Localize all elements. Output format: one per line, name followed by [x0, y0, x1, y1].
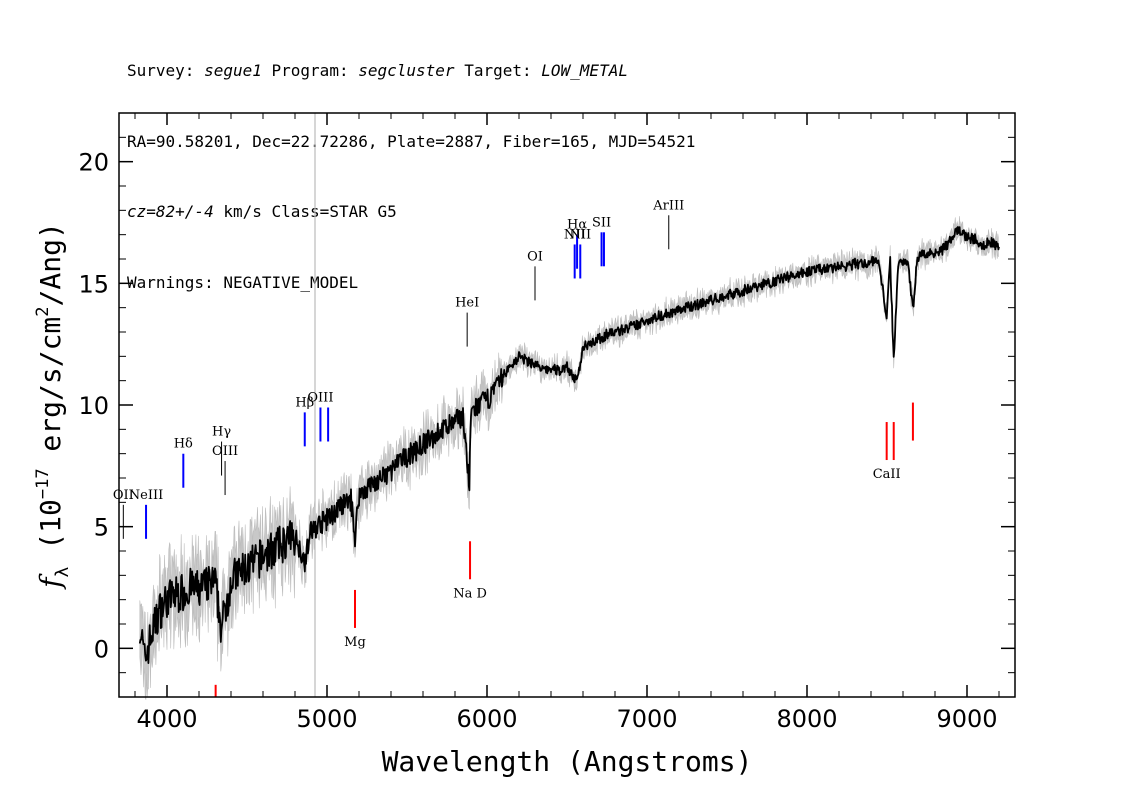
program-value: segcluster: [358, 61, 455, 80]
line-marker-label-3: Hγ: [212, 425, 231, 440]
survey-value: segue1: [204, 61, 262, 80]
line-marker-label-17: Mg: [344, 635, 366, 650]
axis-ticks: 4000 5000 6000 7000 8000 9000 0 5 10 15 20: [78, 112, 1015, 733]
spectral-line-markers: OIINeIIIHδHγOIIIHβOIIIHeIOINIIHαNIISIIAr…: [113, 198, 914, 697]
series-layer: [138, 226, 1000, 664]
line-marker-label-8: HeI: [455, 296, 479, 311]
error-band-0: [139, 216, 999, 700]
spectrum-header: Survey: segue1 Program: segcluster Targe…: [127, 12, 695, 318]
error-band-layer: [139, 216, 999, 700]
target-value: LOW_METAL: [541, 61, 628, 80]
series-line-0: [138, 226, 1000, 664]
redshift-value: cz=82+/-4: [127, 202, 214, 221]
line-marker-label-9: OI: [527, 249, 543, 264]
line-marker-label-10: NII: [564, 227, 586, 242]
y-tick-label-4: 20: [78, 149, 109, 177]
header-line-4: Warnings: NEGATIVE_MODEL: [127, 272, 359, 292]
line-marker-label-18: Na D: [453, 586, 487, 601]
x-tick-label-3: 7000: [616, 705, 677, 733]
class-value: Class=STAR G5: [271, 202, 397, 221]
line-marker-label-0: OII: [113, 488, 134, 503]
y-tick-label-0: 0: [94, 635, 109, 663]
line-marker-label-19: CaII: [873, 467, 901, 482]
x-tick-label-2: 6000: [456, 705, 517, 733]
line-marker-label-12: NII: [569, 227, 591, 242]
program-label: Program:: [271, 61, 349, 80]
x-axis-title: Wavelength (Angstroms): [382, 745, 753, 778]
y-tick-label-3: 15: [78, 270, 109, 298]
line-marker-label-1: NeIII: [129, 488, 163, 503]
target-label: Target:: [464, 61, 532, 80]
line-marker-label-13: SII: [592, 215, 611, 230]
x-tick-label-1: 5000: [296, 705, 357, 733]
y-tick-label-1: 5: [94, 514, 109, 542]
x-tick-label-0: 4000: [136, 705, 197, 733]
header-line-1: Survey: segue1 Program: segcluster Targe…: [127, 59, 695, 83]
y-tick-label-2: 10: [78, 392, 109, 420]
x-tick-label-4: 8000: [776, 705, 837, 733]
line-marker-label-2: Hδ: [174, 437, 193, 452]
y-axis-title-text: fλ (10−17 erg/s/cm2/Ang): [33, 222, 73, 590]
header-line-3: cz=82+/-4 km/s Class=STAR G5: [127, 200, 695, 224]
x-tick-label-5: 9000: [936, 705, 997, 733]
survey-label: Survey:: [127, 61, 195, 80]
line-marker-label-5: Hβ: [295, 395, 314, 410]
line-marker-label-15: ArIII: [652, 198, 684, 213]
redshift-unit: km/s: [223, 202, 262, 221]
line-marker-label-6: OIII: [307, 391, 333, 406]
line-marker-label-11: Hα: [567, 218, 587, 233]
line-marker-label-4: OIII: [212, 444, 238, 459]
header-line-2: RA=90.58201, Dec=22.72286, Plate=2887, F…: [127, 131, 696, 151]
y-axis-title: fλ (10−17 erg/s/cm2/Ang): [33, 222, 73, 590]
